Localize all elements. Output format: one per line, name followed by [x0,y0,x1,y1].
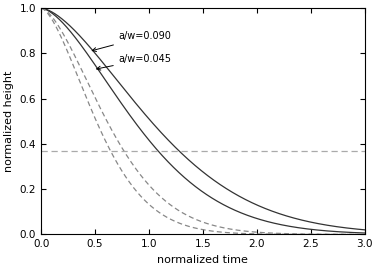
Y-axis label: normalized height: normalized height [4,70,14,172]
Text: a/w=0.090: a/w=0.090 [92,31,172,51]
Text: a/w=0.045: a/w=0.045 [97,54,172,70]
X-axis label: normalized time: normalized time [157,255,248,265]
